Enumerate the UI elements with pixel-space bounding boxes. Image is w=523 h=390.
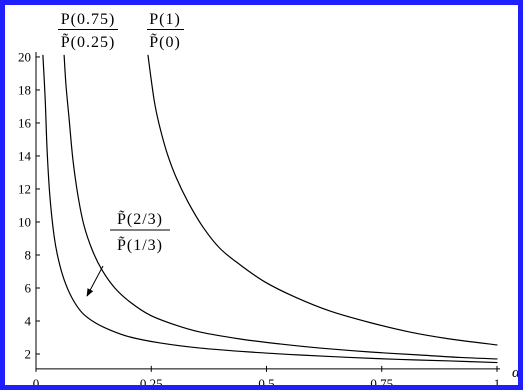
series-label-denominator: P̃(0.25) — [61, 33, 116, 51]
series-label-p075-over-p025: P(0.75) P̃(0.25) — [58, 11, 118, 51]
series-label-p23-over-p13: P̃(2/3) P̃(1/3) — [110, 210, 170, 254]
x-tick-label: 1 — [494, 376, 501, 390]
annotation-arrow — [86, 265, 104, 297]
series-label-numerator: P(0.75) — [61, 11, 116, 28]
y-tick-label: 8 — [25, 247, 32, 262]
series-label-numerator: P(1) — [149, 11, 181, 28]
x-tick-label: 0.75 — [370, 376, 393, 390]
series-label-p1-over-p0: P(1) P̃(0) — [147, 11, 184, 51]
y-tick-label: 18 — [18, 82, 31, 97]
y-tick-label: 12 — [18, 181, 31, 196]
series-label-denominator: P̃(0) — [149, 33, 181, 51]
series-label-numerator: P̃(2/3) — [117, 210, 163, 228]
x-ticks: 0 0.25 0.5 0.75 1 — [33, 365, 501, 390]
x-tick-label: 0.5 — [258, 376, 274, 390]
y-tick-label: 14 — [18, 148, 32, 163]
curve-p23-over-p13 — [42, 54, 498, 364]
y-tick-label: 2 — [25, 346, 32, 361]
y-tick-label: 4 — [25, 313, 32, 328]
y-ticks: 2 4 6 8 10 12 14 16 18 20 — [18, 49, 40, 361]
y-tick-label: 6 — [25, 280, 32, 295]
x-tick-label: 0.25 — [140, 376, 163, 390]
series-label-denominator: P̃(1/3) — [117, 236, 163, 254]
y-tick-label: 20 — [18, 49, 31, 64]
y-tick-label: 10 — [18, 214, 31, 229]
x-axis-label: α — [512, 365, 521, 381]
curve-p1-over-p0 — [147, 54, 498, 346]
x-tick-label: 0 — [33, 376, 40, 390]
curve-p075-over-p025 — [63, 54, 498, 360]
y-tick-label: 16 — [18, 115, 32, 130]
